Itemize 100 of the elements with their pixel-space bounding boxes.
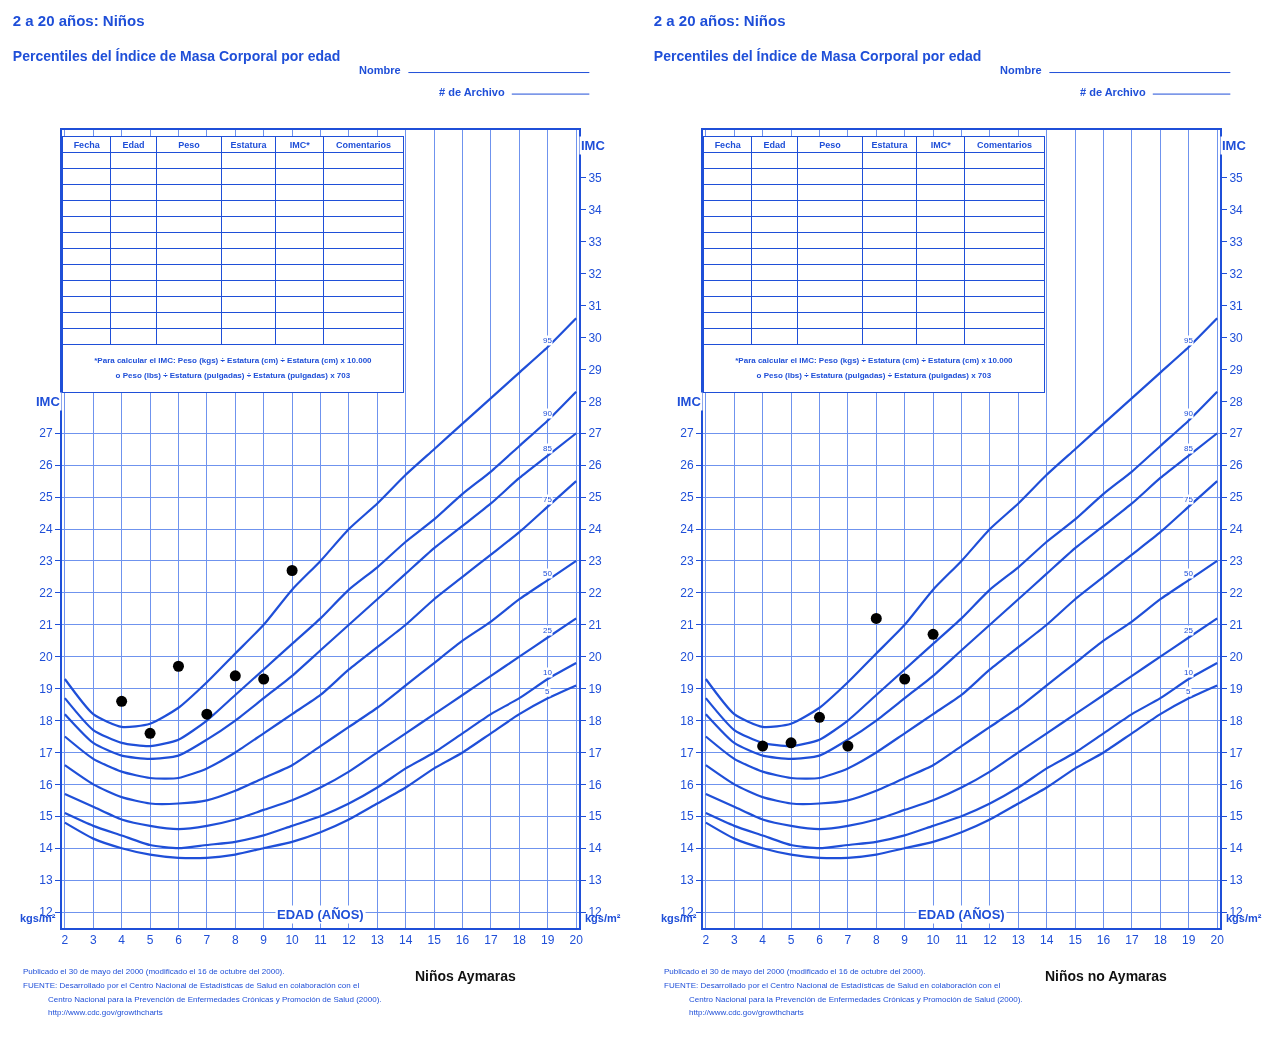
point	[842, 740, 854, 752]
series-label: 75	[543, 495, 553, 504]
series-label: 90	[543, 409, 553, 418]
series-label: 10	[1184, 668, 1194, 677]
line-series	[63, 480, 578, 780]
y-tick-label: 16	[680, 777, 694, 792]
x-tick-label: 4	[118, 933, 126, 948]
x-tick-label: 7	[203, 933, 211, 948]
x-tick-label: 6	[816, 933, 824, 948]
y-tick-label: 19	[39, 681, 53, 696]
y-tick-label: 24	[680, 522, 694, 537]
y2-tick-label: 17	[588, 745, 603, 760]
annotation: Edad	[751, 136, 798, 153]
text: Publicado el 30 de mayo del 2000 (modificado el 16 de octubre del 2000).	[23, 967, 285, 976]
chart-title: 2 a 20 años: Niños	[12, 12, 145, 30]
chart-subtitle: Percentiles del Índice de Masa Corporal por edad	[653, 48, 982, 65]
x-tick-label: 15	[427, 933, 442, 948]
y2-tick-label: 14	[1229, 841, 1244, 856]
y-axis-title: IMC	[677, 394, 702, 409]
y2-tick-label: 13	[588, 873, 603, 888]
text: Niños no Aymaras	[1045, 968, 1168, 984]
y-tick-label: 15	[39, 809, 53, 824]
x-tick-label: 3	[89, 933, 97, 948]
series-label: 50	[543, 569, 553, 578]
x-tick-label: 9	[260, 933, 268, 948]
annotation: o Peso (lbs) ÷ Estatura (pulgadas) ÷ Estatura (pulgadas) x 703	[115, 371, 351, 381]
x-tick-label: 14	[399, 933, 413, 948]
text: Centro Nacional para la Prevención de Enfermedades Crónicas y Promoción de Salud (2000).	[689, 995, 1023, 1004]
x-tick-label: 16	[455, 933, 470, 948]
y-tick-label: 21	[680, 617, 694, 632]
y2-tick-label: 28	[588, 394, 603, 409]
annotation: *Para calcular el IMC: Peso (kgs) ÷ Estatura (cm) ÷ Estatura (cm) x 10.000	[735, 356, 1013, 366]
y-tick-label: 27	[39, 426, 53, 441]
y2-tick-label: 29	[588, 362, 603, 377]
line-series	[704, 617, 1219, 831]
y2-tick-label: 15	[1229, 809, 1244, 824]
annotation: IMC*	[916, 136, 965, 153]
y2-tick-label: 35	[588, 171, 603, 186]
y2-tick-label: 13	[1229, 873, 1244, 888]
line-series	[63, 317, 578, 729]
point	[757, 740, 769, 752]
y2-tick-label: 21	[588, 617, 603, 632]
y-axis-title: IMC	[36, 394, 61, 409]
y-tick-label: 23	[680, 554, 694, 569]
y-tick-label: 20	[680, 649, 694, 664]
y2-tick-label: 28	[1229, 394, 1244, 409]
annotation: Comentarios	[323, 136, 404, 153]
y-tick-label: 24	[39, 522, 53, 537]
text: # de Archivo	[439, 86, 505, 98]
point	[813, 711, 825, 723]
x-tick-label: 7	[844, 933, 852, 948]
x-tick-label: 11	[955, 933, 969, 948]
y-tick-label: 26	[39, 458, 53, 473]
x-tick-label: 10	[926, 933, 941, 948]
point	[286, 565, 298, 576]
series-label: 10	[543, 668, 553, 677]
y2-tick-label: 19	[1229, 681, 1244, 696]
x-tick-label: 2	[702, 933, 710, 948]
x-tick-label: 18	[512, 933, 527, 948]
y-tick-label: 26	[680, 458, 694, 473]
x-tick-label: 20	[1210, 933, 1225, 948]
series-label: 5	[1186, 687, 1191, 696]
y-tick-label: 17	[680, 745, 694, 760]
series-label: 75	[1184, 495, 1194, 504]
y-tick-label: 20	[39, 649, 53, 664]
y-tick-label: 14	[680, 841, 694, 856]
y2-tick-label: 24	[1229, 522, 1244, 537]
x-tick-label: 20	[569, 933, 584, 948]
series-label: 25	[543, 626, 553, 635]
x-tick-label: 8	[231, 933, 239, 948]
y2-tick-label: 22	[588, 586, 603, 601]
x-tick-label: 17	[1125, 933, 1139, 948]
y2-tick-label: 18	[588, 713, 603, 728]
x-tick-label: 3	[730, 933, 738, 948]
point	[201, 708, 213, 720]
y2-tick-label: 16	[588, 777, 603, 792]
line-series	[63, 617, 578, 831]
x-tick-label: 19	[541, 933, 555, 948]
chart-subtitle: Percentiles del Índice de Masa Corporal por edad	[12, 48, 341, 65]
annotation: Estatura	[862, 136, 917, 153]
series-label: 85	[543, 444, 553, 453]
point	[258, 673, 270, 685]
y2-tick-label: 16	[1229, 777, 1244, 792]
y2-tick-label: 14	[588, 841, 603, 856]
annotation: Estatura	[221, 136, 276, 153]
y-tick-label: 16	[39, 777, 53, 792]
y-tick-label: 25	[39, 490, 53, 505]
y2-tick-label: 30	[1229, 330, 1244, 345]
x-tick-label: 8	[872, 933, 880, 948]
y2-tick-label: 24	[588, 522, 603, 537]
x-axis-title: EDAD (AÑOS)	[277, 907, 364, 922]
y-tick-label: 14	[39, 841, 53, 856]
x-tick-label: 12	[342, 933, 356, 948]
point	[927, 628, 939, 640]
y2-tick-label: 15	[588, 809, 603, 824]
y2-tick-label: 27	[588, 426, 603, 441]
y2-tick-label: 31	[1229, 298, 1244, 313]
x-tick-label: 18	[1153, 933, 1168, 948]
line-series	[704, 684, 1219, 860]
series-label: 85	[1184, 444, 1194, 453]
